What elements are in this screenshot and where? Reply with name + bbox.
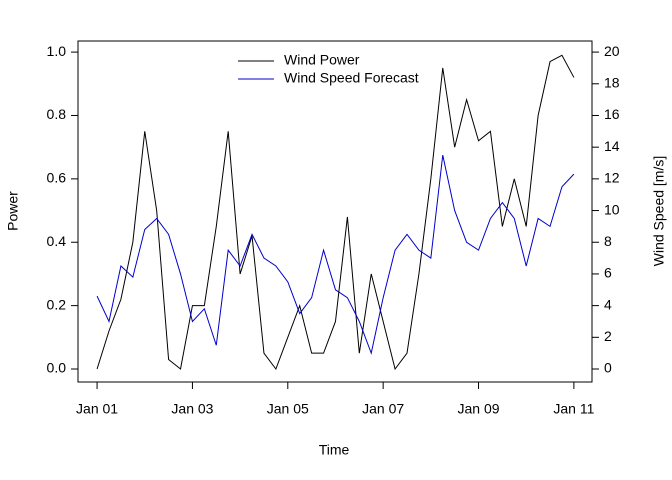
y2-tick-label: 18 — [604, 74, 620, 90]
series-line — [96, 154, 575, 355]
y2-tick-label: 14 — [604, 138, 620, 154]
x-tick-label: Jan 07 — [362, 401, 404, 417]
legend-label: Wind Speed Forecast — [284, 70, 419, 86]
y-tick-label: 0.4 — [47, 233, 67, 249]
x-tick-label: Jan 03 — [171, 401, 213, 417]
series-line — [96, 54, 575, 371]
x-tick-label: Jan 11 — [553, 401, 594, 417]
y-tick-label: 1.0 — [47, 43, 67, 59]
y2-tick-label: 4 — [604, 296, 612, 312]
y2-tick-label: 20 — [604, 43, 620, 59]
y-axis-label: Power — [5, 191, 21, 231]
y-tick-label: 0.8 — [47, 106, 67, 122]
y2-tick-label: 10 — [604, 201, 620, 217]
y-tick-label: 0.0 — [47, 360, 67, 376]
x-tick-label: Jan 09 — [457, 401, 499, 417]
y2-axis-label: Wind Speed [m/s] — [651, 156, 667, 267]
x-axis-label: Time — [319, 442, 350, 458]
y2-tick-label: 16 — [604, 106, 620, 122]
legend-label: Wind Power — [284, 52, 360, 68]
y2-tick-label: 8 — [604, 233, 612, 249]
x-tick-label: Jan 05 — [267, 401, 309, 417]
y2-tick-label: 2 — [604, 328, 612, 344]
y2-tick-label: 6 — [604, 265, 612, 281]
y2-tick-label: 12 — [604, 170, 620, 186]
y-tick-label: 0.2 — [47, 296, 67, 312]
y-tick-label: 0.6 — [47, 170, 67, 186]
x-tick-label: Jan 01 — [76, 401, 118, 417]
y2-tick-label: 0 — [604, 360, 612, 376]
plot-box — [77, 40, 593, 383]
